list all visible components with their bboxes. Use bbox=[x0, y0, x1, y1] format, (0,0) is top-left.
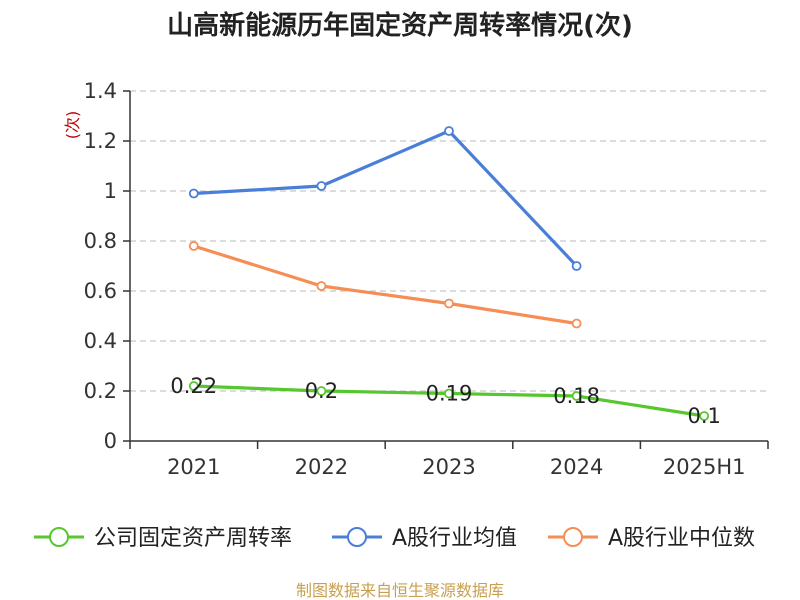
legend-item-avg[interactable]: A股行业均值 bbox=[332, 526, 517, 551]
data-point-median[interactable] bbox=[444, 298, 454, 309]
legend-label: 公司固定资产周转率 bbox=[94, 526, 292, 551]
data-point-median[interactable] bbox=[188, 241, 199, 251]
data-label: 0.22 bbox=[170, 374, 217, 398]
y-tick-label: 0.6 bbox=[84, 279, 117, 303]
axes: 0 0.2 0.4 0.6 0.8 1 1.2 1.4 2021 2022 2023 2024 2025… bbox=[84, 79, 769, 479]
x-tick-label: 2023 bbox=[422, 455, 475, 479]
data-point-company[interactable] bbox=[444, 388, 454, 399]
y-tick-label: 0.8 bbox=[84, 229, 117, 253]
source-note: 制图数据来自恒生聚源数据库 bbox=[296, 581, 504, 600]
x-tick-label: 2021 bbox=[167, 455, 220, 479]
y-tick-label: 0.2 bbox=[84, 379, 117, 403]
series-company: 0.22 0.2 0.19 0.18 0.1 bbox=[170, 374, 720, 428]
x-tick-label: 2024 bbox=[550, 455, 603, 479]
legend[interactable]: 公司固定资产周转率 A股行业均值 A股行业中位数 bbox=[34, 526, 755, 551]
series-line-median bbox=[193, 244, 577, 326]
series-line-avg bbox=[193, 129, 578, 268]
x-tick-label: 2025H1 bbox=[663, 455, 746, 479]
data-label: 0.18 bbox=[553, 384, 600, 408]
y-tick-label: 1 bbox=[104, 179, 117, 203]
y-tick-label: 0 bbox=[104, 429, 117, 453]
series-median bbox=[188, 241, 582, 329]
legend-marker bbox=[49, 527, 69, 547]
chart-title: 山高新能源历年固定资产周转率情况(次) bbox=[167, 10, 633, 41]
y-tick-label: 1.2 bbox=[84, 129, 117, 153]
y-axis-label: (次) bbox=[63, 111, 82, 140]
grid bbox=[130, 90, 768, 392]
series: 0.22 0.2 0.19 0.18 0.1 bbox=[170, 126, 721, 428]
legend-item-company[interactable]: 公司固定资产周转率 bbox=[34, 526, 292, 551]
legend-label: A股行业中位数 bbox=[608, 526, 755, 551]
data-point-company[interactable] bbox=[699, 411, 710, 421]
data-point-avg[interactable] bbox=[571, 261, 582, 271]
data-point-median[interactable] bbox=[316, 281, 327, 291]
legend-marker bbox=[563, 527, 583, 547]
data-point-avg[interactable] bbox=[188, 188, 199, 199]
data-label: 0.1 bbox=[687, 404, 720, 428]
y-tick-label: 1.4 bbox=[84, 79, 117, 103]
data-label: 0.19 bbox=[426, 382, 473, 406]
legend-item-median[interactable]: A股行业中位数 bbox=[548, 526, 755, 551]
data-point-company[interactable] bbox=[316, 386, 327, 396]
data-point-median[interactable] bbox=[571, 318, 582, 329]
legend-label: A股行业均值 bbox=[392, 526, 517, 551]
data-point-avg[interactable] bbox=[316, 181, 327, 191]
data-point-company[interactable] bbox=[188, 381, 199, 391]
legend-marker bbox=[347, 527, 367, 547]
data-point-avg[interactable] bbox=[444, 126, 454, 136]
x-tick-label: 2022 bbox=[295, 455, 348, 479]
series-avg bbox=[188, 126, 582, 271]
data-point-company[interactable] bbox=[571, 391, 582, 401]
y-tick-label: 0.4 bbox=[84, 329, 117, 353]
data-label: 0.2 bbox=[305, 379, 338, 403]
